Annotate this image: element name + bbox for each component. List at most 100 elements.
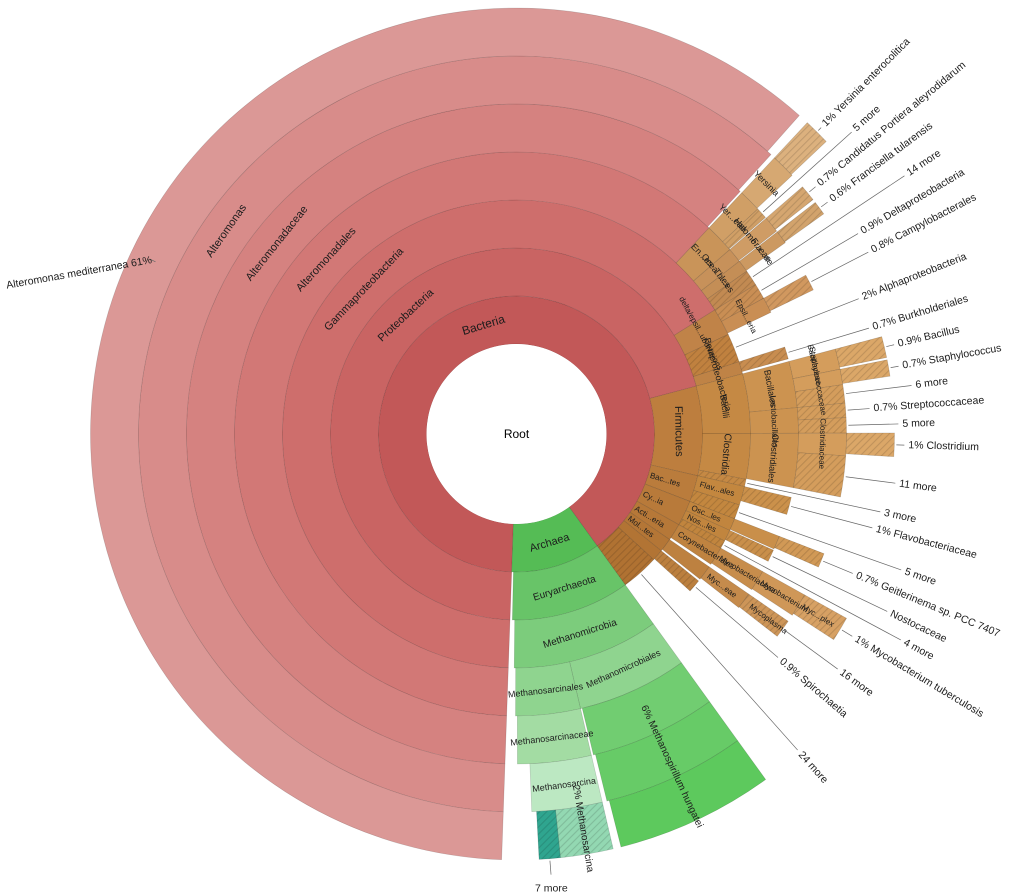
callout-line	[788, 327, 870, 353]
callout-3-more: 3 more	[883, 507, 918, 526]
callout-line	[641, 574, 798, 751]
callout-line	[747, 483, 881, 513]
callout-line	[818, 127, 822, 131]
wedge-euryarchaeota[interactable]	[512, 545, 626, 621]
callout-line	[784, 629, 838, 670]
callout-line	[695, 587, 779, 658]
center-circle[interactable]	[426, 344, 607, 524]
label-clostridiaceae: Clostridiaceae	[817, 418, 828, 470]
callout-candidatus-portiera-aleyrodidarum: 0.7% Candidatus Portiera aleyrodidarum	[815, 59, 969, 189]
label-bacilli: Bacilli	[718, 394, 731, 419]
wedge-corynebacteriales[interactable]	[670, 524, 722, 565]
wedge-yersinia[interactable]	[741, 157, 793, 209]
wedge-methanospirillaceae[interactable]	[581, 662, 710, 756]
wedge-spirochaetes[interactable]	[617, 520, 662, 561]
callout-line	[762, 131, 852, 213]
callout-24-more: 24 more	[796, 749, 831, 786]
hatch-overlay	[793, 452, 846, 497]
wedge-methanospirillum-hungatei[interactable]	[608, 740, 767, 848]
callout-6-more: 6 more	[915, 375, 949, 391]
hatch-overlay	[678, 519, 725, 549]
callout-line	[809, 186, 816, 193]
callout-line	[841, 629, 853, 637]
hatch-overlay	[798, 417, 847, 434]
wedge-francisellaceae[interactable]	[738, 231, 786, 271]
callout-14-more: 14 more	[904, 147, 943, 178]
root-label[interactable]: Root	[504, 427, 530, 441]
wedge-geitlerinema[interactable]	[729, 518, 780, 550]
wedge-methanomicrobia[interactable]	[513, 584, 654, 669]
hatch-overlay	[739, 594, 789, 637]
wedges-layer	[90, 7, 895, 861]
callout-line	[845, 476, 896, 484]
hatch-overlay	[654, 550, 699, 592]
wedge-alteromonadales[interactable]	[234, 151, 710, 717]
wedge-bacillales[interactable]	[742, 361, 798, 413]
callout-line	[847, 408, 870, 411]
wedge-delta-epsilon-subdivisions[interactable]	[673, 309, 729, 356]
hatch-overlay	[739, 346, 789, 372]
hatch-overlay	[763, 275, 814, 311]
wedge-mycoplasmataceae[interactable]	[661, 539, 710, 580]
callout-spirochaetia: 0.9% Spirochaetia	[777, 656, 850, 721]
hatch-overlay	[722, 208, 766, 249]
wedge-oceanospirillales[interactable]	[693, 249, 740, 292]
hatch-overlay	[684, 334, 740, 377]
wedge-yersiniaceae[interactable]	[708, 192, 759, 243]
hatch-overlay	[766, 186, 814, 230]
hatch-overlay	[725, 530, 774, 562]
callout-line	[149, 258, 156, 263]
hatch-overlay	[697, 470, 747, 487]
hatch-overlay	[777, 202, 824, 242]
wedge-halomonadaceae[interactable]	[729, 217, 778, 261]
callout-line	[890, 365, 899, 368]
label-clostridiales: Clostridiales	[766, 433, 781, 483]
callout-line	[549, 860, 552, 875]
wedge-methanomicrobiales[interactable]	[569, 623, 682, 709]
hatch-overlay	[714, 284, 764, 322]
hatch-overlay	[689, 490, 740, 519]
wedge-tenericutes[interactable]	[623, 511, 671, 552]
wedge-nostocales[interactable]	[681, 510, 731, 542]
callout-line	[823, 560, 853, 574]
callout-clostridium: 1% Clostridium	[908, 439, 979, 453]
wedge-clostridia[interactable]	[698, 433, 751, 480]
wedge-mycoplasma[interactable]	[700, 566, 750, 609]
wedge-mycobacterium[interactable]	[751, 571, 806, 616]
wedge-bacillaceae[interactable]	[788, 348, 841, 380]
hatch-overlay	[597, 527, 654, 585]
callout-staphylococcus: 0.7% Staphylococcus	[901, 342, 1002, 371]
wedge-alteromonas-mediterranea[interactable]	[90, 7, 800, 861]
hatch-overlay	[555, 802, 614, 858]
label-lactobacillales: Lactobacillales	[768, 395, 780, 448]
callout-bacillus: 0.9% Bacillus	[897, 323, 961, 349]
hatch-overlay	[774, 536, 825, 568]
callout-line	[738, 512, 902, 571]
callout-line	[772, 556, 888, 612]
wedge-methanosarcinales[interactable]	[515, 661, 581, 717]
wedge-clostridiales[interactable]	[745, 432, 799, 489]
wedge-epsilonproteobacteria[interactable]	[721, 297, 772, 334]
callout-5-more: 5 more	[903, 566, 938, 588]
callout-line	[811, 251, 869, 282]
wedge-proteobacteria[interactable]	[330, 247, 697, 621]
callout-streptococcaceae: 0.7% Streptococcaceae	[873, 394, 985, 414]
callout-alphaproteobacteria: 2% Alphaproteobacteria	[860, 251, 968, 303]
wedge-mycobacteriaceae[interactable]	[711, 547, 764, 591]
callout-line	[752, 175, 905, 277]
wedge-flavobacteriales[interactable]	[693, 475, 745, 506]
callout-16-more: 16 more	[837, 667, 875, 700]
hatch-overlay	[835, 336, 887, 368]
hatch-overlay	[797, 403, 847, 420]
callout-line	[724, 545, 901, 641]
label-clostridia: Clostridia	[718, 433, 733, 476]
wedge-clostridiaceae[interactable]	[797, 432, 847, 457]
wedge-methanosarcina[interactable]	[529, 755, 603, 813]
hatch-overlay	[774, 122, 827, 175]
wedge-bacteroidetes[interactable]	[644, 464, 699, 502]
callout-line	[735, 298, 859, 348]
wedge-methanosarcinaceae[interactable]	[516, 708, 592, 765]
hatch-overlay	[707, 271, 756, 310]
callout-5-more: 5 more	[902, 417, 935, 430]
